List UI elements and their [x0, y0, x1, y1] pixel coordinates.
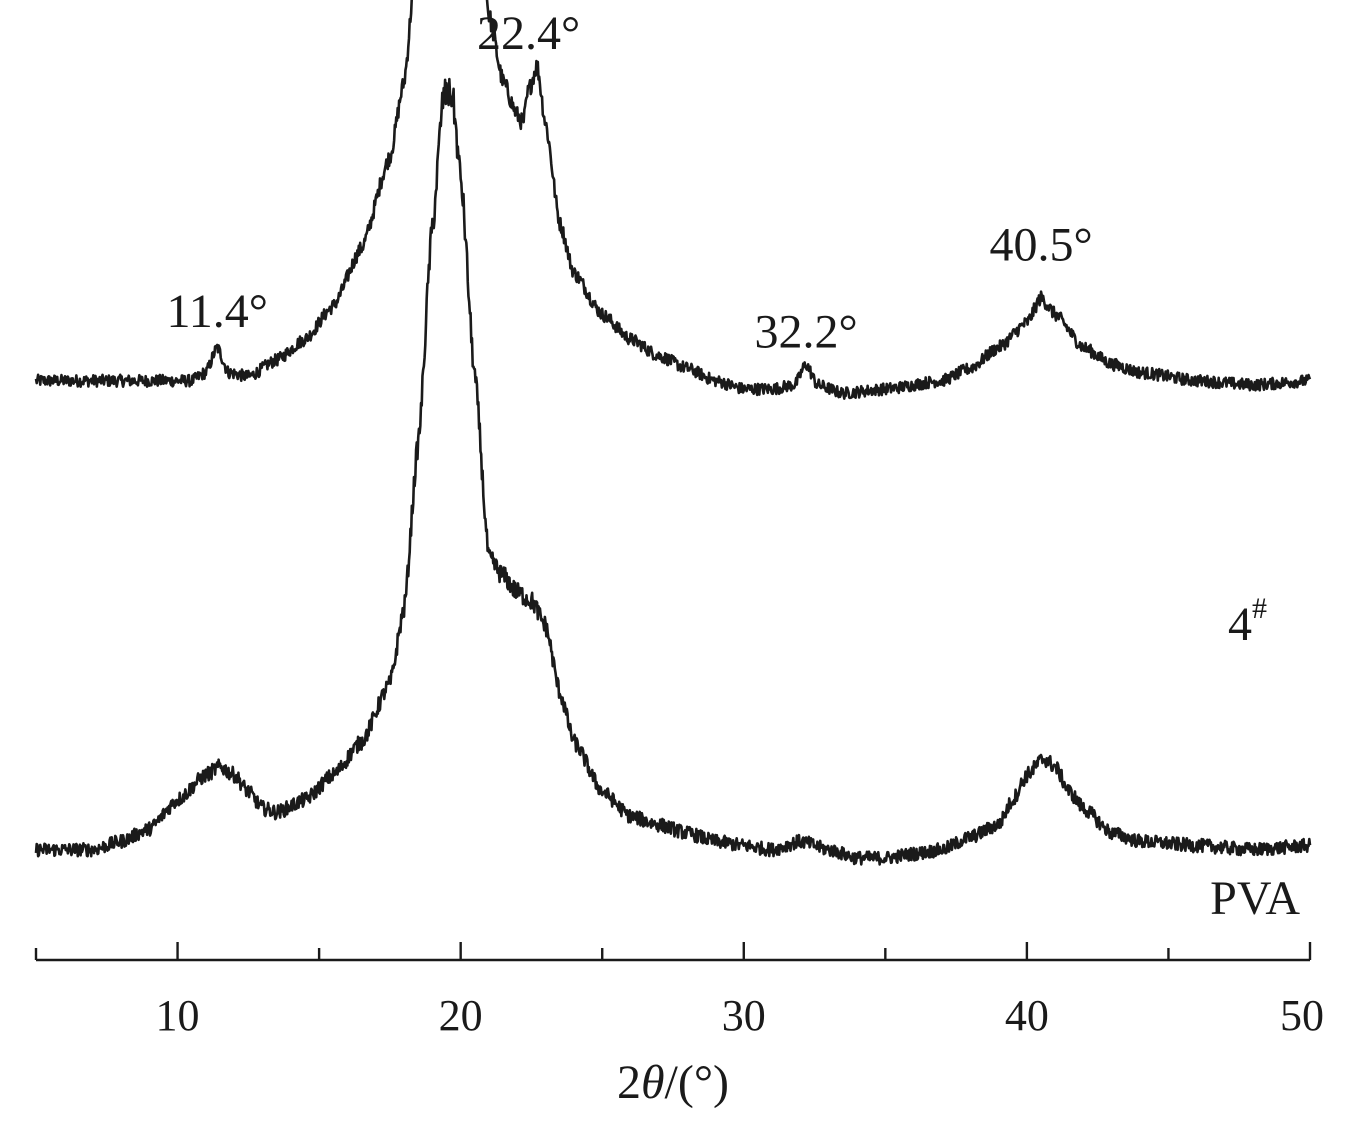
- x-tick-label: 10: [156, 991, 200, 1040]
- x-tick-label: 20: [439, 991, 483, 1040]
- label-group: 2θ/(°)19.5°22.4°11.4°32.2°40.5°4#PVA: [166, 7, 1300, 1109]
- series-group: [34, 0, 1312, 866]
- x-tick-label: 40: [1005, 991, 1049, 1040]
- x-axis: 10 20 30 40 50: [34, 942, 1324, 1040]
- peak-annotation: 11.4°: [166, 285, 267, 338]
- series-label-sample-4: 4#: [1228, 592, 1267, 651]
- series-line-sample-4: [34, 0, 1312, 400]
- x-tick-label: 50: [1280, 991, 1324, 1040]
- series-label-pva: PVA: [1210, 872, 1300, 925]
- x-axis-label: 2θ/(°): [617, 1056, 729, 1109]
- peak-annotation: 32.2°: [754, 306, 857, 359]
- x-tick-label: 30: [722, 991, 766, 1040]
- peak-annotation: 22.4°: [477, 7, 580, 60]
- peak-annotation: 40.5°: [989, 218, 1092, 271]
- series-line-pva: [34, 77, 1312, 866]
